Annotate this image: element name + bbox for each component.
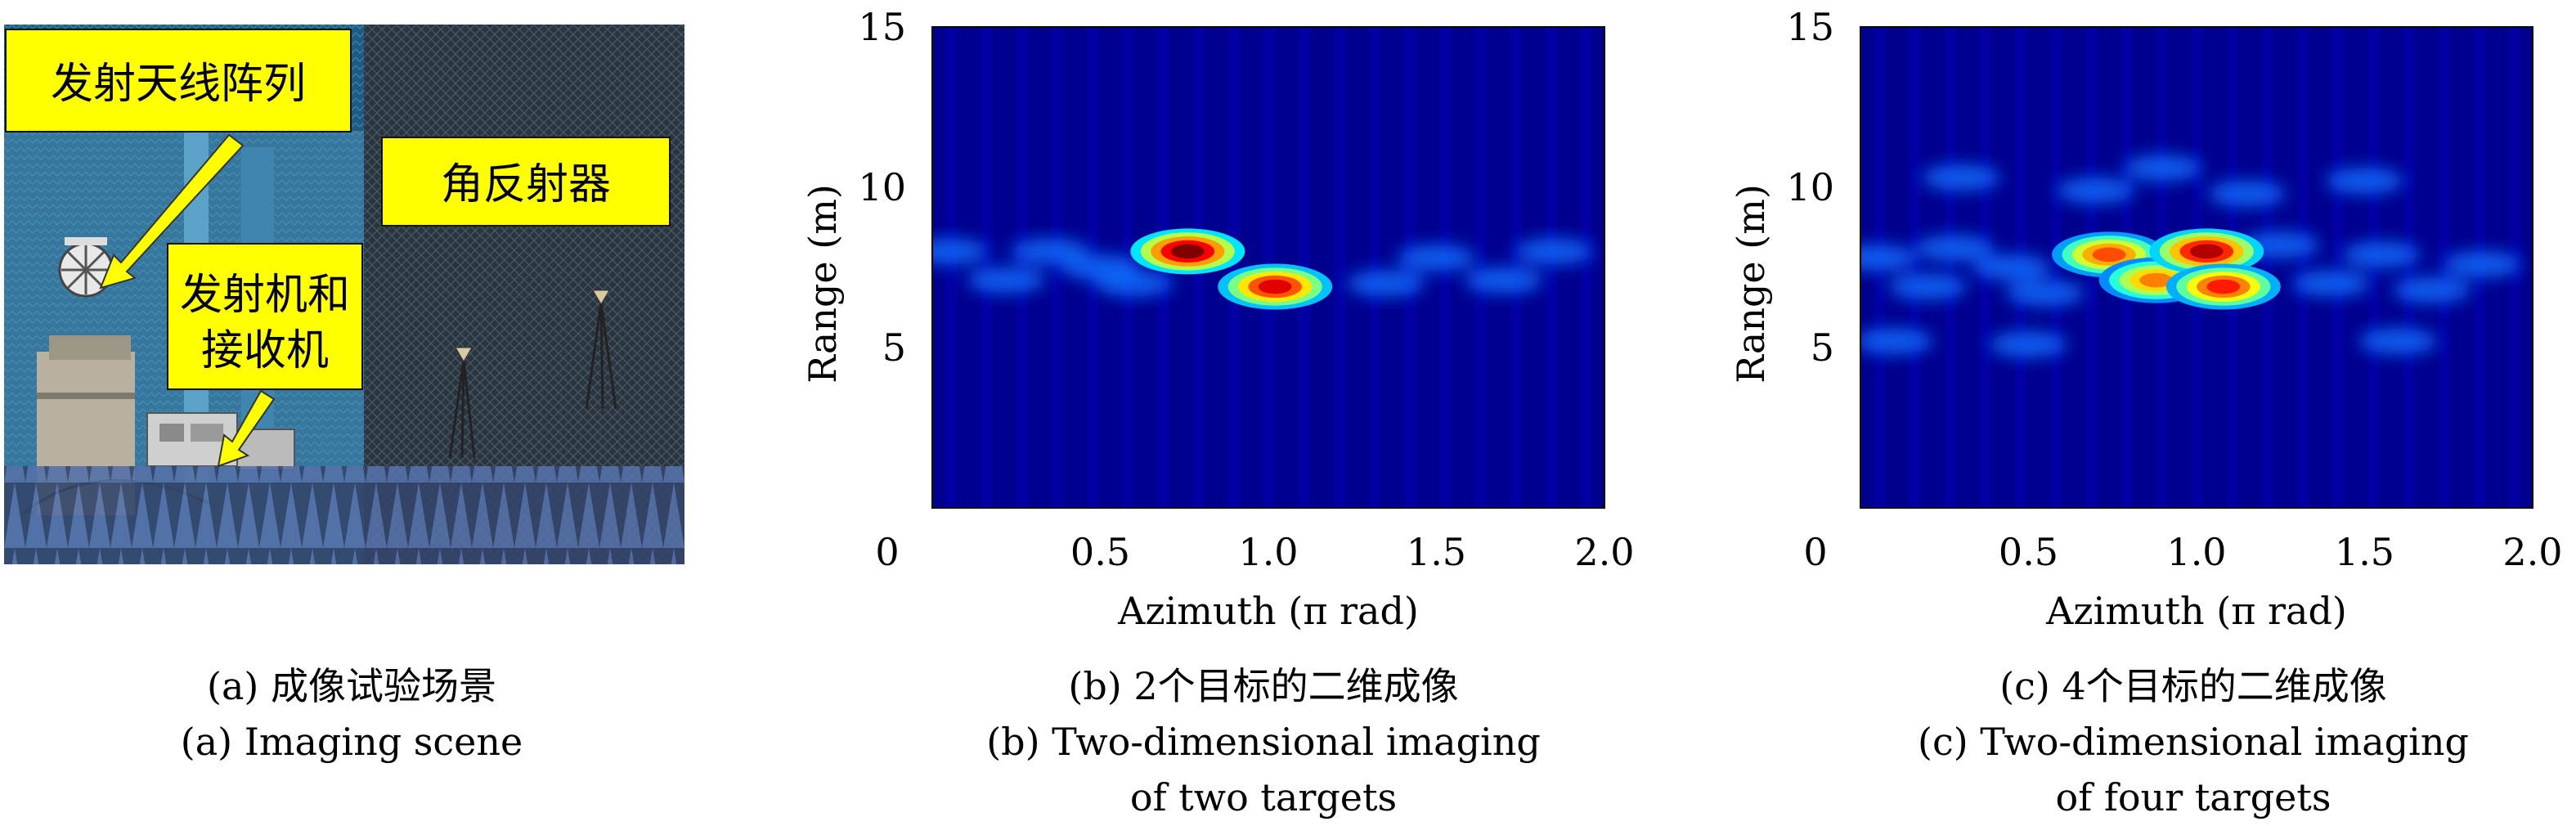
y-tick-label: 10 — [858, 165, 906, 209]
x-tick-label: 1.0 — [1238, 530, 1298, 574]
y-tick-label: 15 — [858, 5, 906, 49]
caption-c-cn: (c) 4个目标的二维成像 — [1999, 664, 2387, 708]
x-tick-label: 1.5 — [1407, 530, 1466, 574]
y-axis-label: Range (m) — [1729, 184, 1773, 384]
target-peak — [2165, 263, 2281, 310]
x-axis-label: Azimuth (π rad) — [1117, 589, 1419, 633]
y-tick-label: 5 — [882, 325, 906, 370]
target-peak — [2149, 228, 2264, 275]
heatmap-four-targets: 0 0.5 1.0 1.5 2.0 5 10 15 Azimuth (π rad) Range (… — [1729, 5, 2563, 633]
plot-frame — [931, 26, 1605, 509]
heatmap-two-targets: 0 0.5 1.0 1.5 2.0 5 10 15 Azimuth (π rad) Range (… — [801, 5, 1635, 633]
caption-b-en-line2: of two targets — [1129, 775, 1398, 819]
caption-b: (b) 2个目标的二维成像 (b) Two-dimensional imagin… — [936, 658, 1591, 825]
plot-frame — [1860, 26, 2533, 509]
y-tick-label: 10 — [1786, 165, 1834, 209]
caption-a: (a) 成像试验场景 (a) Imaging scene — [90, 658, 613, 770]
label-txrx-line2: 接收机 — [201, 326, 329, 375]
caption-b-en-line1: (b) Two-dimensional imaging — [986, 720, 1541, 764]
label-corner-reflector: 角反射器 — [441, 160, 611, 209]
x-tick-label: 2.0 — [2502, 530, 2562, 574]
caption-a-cn: (a) 成像试验场景 — [207, 664, 496, 708]
x-tick-label: 0.5 — [1999, 530, 2058, 574]
y-tick-label: 5 — [1811, 325, 1834, 370]
target-peak — [1130, 228, 1245, 275]
x-axis-label: Azimuth (π rad) — [2045, 589, 2347, 633]
x-tick-label: 0.5 — [1070, 530, 1130, 574]
x-tick-label: 2.0 — [1574, 530, 1634, 574]
label-txrx-line1: 发射机和 — [180, 271, 350, 320]
x-tick-label: 1.0 — [2166, 530, 2226, 574]
x-tick-label: 1.5 — [2335, 530, 2394, 574]
caption-b-cn: (b) 2个目标的二维成像 — [1068, 664, 1459, 708]
caption-c-en-line1: (c) Two-dimensional imaging — [1918, 720, 2469, 764]
caption-c-en-line2: of four targets — [2055, 775, 2331, 819]
y-tick-label: 15 — [1786, 5, 1834, 49]
target-peak — [1218, 263, 1333, 310]
scene-illustration: 发射天线阵列 角反射器 发射机和 接收机 — [4, 25, 684, 564]
y-axis-label: Range (m) — [801, 184, 845, 384]
x-tick-label: 0 — [1803, 530, 1827, 574]
caption-c: (c) 4个目标的二维成像 (c) Two-dimensional imagin… — [1866, 658, 2520, 825]
caption-a-en: (a) Imaging scene — [180, 720, 523, 764]
imaging-scene-photo: 发射天线阵列 角反射器 发射机和 接收机 — [4, 25, 684, 564]
x-tick-label: 0 — [875, 530, 899, 574]
label-tx-array: 发射天线阵列 — [51, 60, 306, 109]
